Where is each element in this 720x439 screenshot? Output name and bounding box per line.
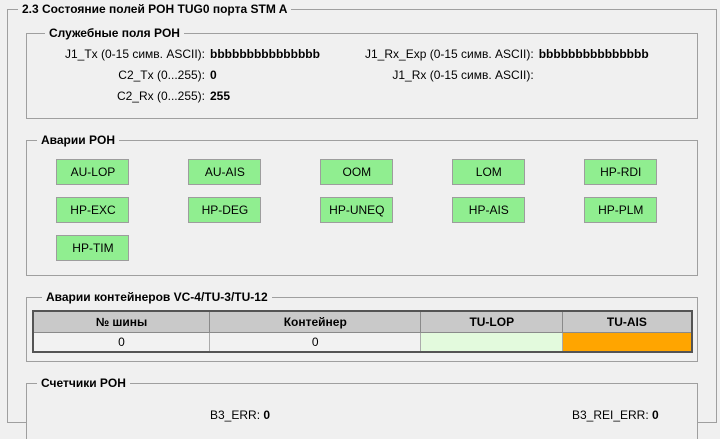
cell-tu-lop-status [420,332,564,353]
field-label: C2_Tx (0...255): [118,68,205,82]
counter-b3-rei-err-value: 0 [652,408,659,422]
counters-title: Счетчики POH [41,376,126,390]
column-header-tu-lop: TU-LOP [420,310,564,333]
counters-row: B3_ERR: 0 B3_REI_ERR: 0 [27,408,697,422]
page-title: 2.3 Состояние полей POH TUG0 порта STM A [22,2,288,16]
field-label: C2_Rx (0...255): [116,89,205,103]
counters-groupbox: Счетчики POH B3_ERR: 0 B3_REI_ERR: 0 [26,376,698,439]
alarm-indicator-au-lop: AU-LOP [56,159,130,185]
main-groupbox: 2.3 Состояние полей POH TUG0 порта STM A… [7,2,717,439]
field-value: bbbbbbbbbbbbbbb [210,47,320,61]
alarm-indicator-hp-plm: HP-PLM [584,197,658,223]
counter-b3-err-label: B3_ERR: [210,408,261,422]
alarm-indicator-au-ais: AU-AIS [188,159,262,185]
cell-container: 0 [209,332,422,353]
field-label: J1_Tx (0-15 симв. ASCII): [64,47,205,61]
field-label: J1_Rx_Exp (0-15 симв. ASCII): [365,47,534,61]
counter-b3-rei-err: B3_REI_ERR: 0 [572,408,659,422]
service-fields-groupbox: Служебные поля POH J1_Tx (0-15 симв. ASC… [26,26,698,119]
container-alarms-groupbox: Аварии контейнеров VC-4/TU-3/TU-12 № шин… [26,290,698,362]
table-header-row: № шины Контейнер TU-LOP TU-AIS [32,310,693,333]
alarm-indicator-hp-uneq: HP-UNEQ [320,197,394,223]
alarm-indicator-hp-exc: HP-EXC [56,197,130,223]
counter-b3-rei-err-label: B3_REI_ERR: [571,408,649,422]
alarm-indicator-hp-deg: HP-DEG [188,197,262,223]
alarm-indicator-hp-rdi: HP-RDI [584,159,658,185]
cell-tu-ais-status [562,332,693,353]
alarm-indicator-oom: OOM [320,159,394,185]
cell-bus-number: 0 [32,332,211,353]
field-value: 255 [210,89,231,103]
counter-b3-err-value: 0 [263,408,271,422]
alarm-indicator-hp-tim: HP-TIM [56,235,130,261]
poh-alarms-groupbox: Аварии POH AU-LOP AU-AIS OOM LOM HP-RDI HP-EX… [26,133,698,276]
alarm-indicator-lom: LOM [452,159,526,185]
alarm-indicator-hp-ais: HP-AIS [452,197,526,223]
service-fields-title: Служебные поля POH [49,26,180,40]
service-fields-grid: J1_Tx (0-15 симв. ASCII): bbbbbbbbbbbbbbb… [35,44,689,106]
container-alarms-title: Аварии контейнеров VC-4/TU-3/TU-12 [46,290,268,304]
column-header-container: Контейнер [209,310,422,333]
field-value: bbbbbbbbbbbbbbb [538,47,649,61]
column-header-tu-ais: TU-AIS [562,310,693,333]
field-label: J1_Rx (0-15 симв. ASCII): [392,68,534,82]
counter-b3-err: B3_ERR: 0 [210,408,270,422]
poh-alarms-indicator-grid: AU-LOP AU-AIS OOM LOM HP-RDI HP-EXC HP-DEG HP-U… [27,159,687,261]
field-value: 0 [210,68,217,82]
column-header-bus-number: № шины [32,310,211,333]
poh-alarms-title: Аварии POH [41,133,115,147]
